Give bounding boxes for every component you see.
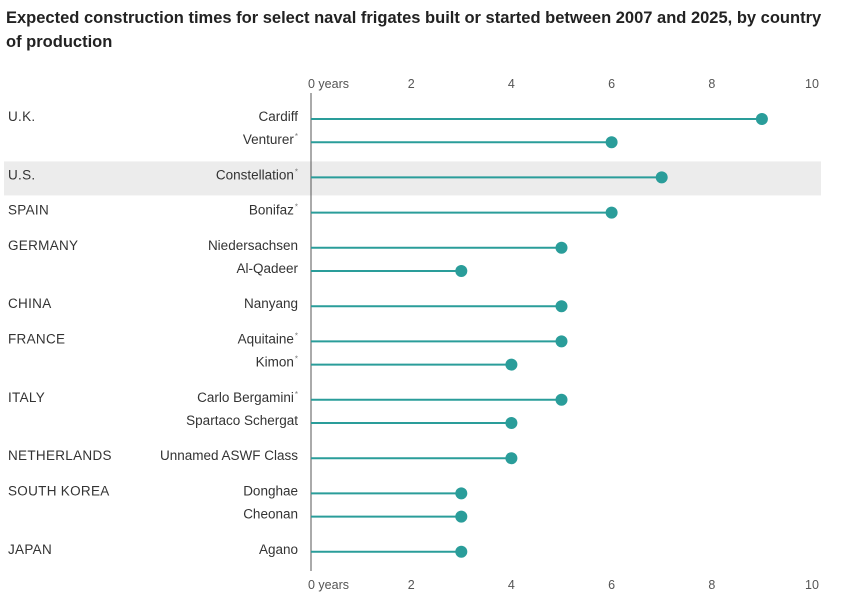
lollipop-dot <box>555 300 568 313</box>
lollipop-dot <box>555 335 568 348</box>
ship-label: Spartaco Schergat <box>186 413 298 428</box>
asterisk-marker: * <box>295 132 298 141</box>
country-label: JAPAN <box>8 542 52 557</box>
ship-label: Bonifaz* <box>249 203 298 218</box>
top-tick-label: 6 <box>608 77 615 91</box>
asterisk-marker: * <box>295 331 298 340</box>
ship-label: Kimon* <box>256 355 298 370</box>
ship-label: Aquitaine* <box>238 331 298 346</box>
ship-label: Nanyang <box>244 296 298 311</box>
ship-label: Cardiff <box>258 109 298 124</box>
lollipop-dot <box>555 241 568 254</box>
ship-label: Unnamed ASWF Class <box>160 448 298 463</box>
ship-label: Agano <box>259 542 298 557</box>
country-label: CHINA <box>8 296 52 311</box>
asterisk-marker: * <box>295 390 298 399</box>
country-label: U.K. <box>8 109 35 124</box>
top-tick-label: 4 <box>508 77 515 91</box>
country-label: ITALY <box>8 390 45 405</box>
country-label: FRANCE <box>8 331 65 346</box>
country-label: U.S. <box>8 167 35 182</box>
asterisk-marker: * <box>295 203 298 212</box>
lollipop-dot <box>455 487 468 500</box>
ship-label: Carlo Bergamini* <box>197 390 298 405</box>
asterisk-marker: * <box>295 355 298 364</box>
lollipop-dot <box>505 452 518 465</box>
ship-label: Cheonan <box>243 507 298 522</box>
ship-label: Constellation* <box>216 167 298 182</box>
lollipop-dot <box>755 113 768 125</box>
top-tick-label: 10 <box>805 77 819 91</box>
country-label: SOUTH KOREA <box>8 483 110 498</box>
asterisk-marker: * <box>295 167 298 176</box>
lollipop-dot <box>605 136 618 149</box>
bottom-tick-label: 10 <box>805 578 819 592</box>
top-tick-label: 0 years <box>308 77 349 91</box>
lollipop-dot <box>505 417 518 429</box>
lollipop-dot <box>455 265 468 277</box>
bottom-tick-label: 6 <box>608 578 615 592</box>
lollipop-dot <box>555 393 568 406</box>
ship-label: Niedersachsen <box>208 238 298 253</box>
ship-label: Donghae <box>243 483 298 498</box>
country-label: GERMANY <box>8 238 78 253</box>
top-tick-label: 8 <box>708 77 715 91</box>
lollipop-dot <box>605 206 618 219</box>
lollipop-dot <box>455 545 468 558</box>
bottom-tick-label: 8 <box>708 578 715 592</box>
country-label: NETHERLANDS <box>8 448 112 463</box>
bottom-tick-label: 2 <box>408 578 415 592</box>
lollipop-dot <box>655 171 668 184</box>
ship-label: Venturer* <box>243 132 298 147</box>
lollipop-dot <box>455 510 468 523</box>
ship-label: Al-Qadeer <box>236 261 298 276</box>
bottom-tick-label: 4 <box>508 578 515 592</box>
country-label: SPAIN <box>8 203 49 218</box>
bottom-tick-label: 0 years <box>308 578 349 592</box>
lollipop-dot <box>505 358 518 371</box>
top-tick-label: 2 <box>408 77 415 91</box>
chart-title: Expected construction times for select n… <box>6 9 822 51</box>
